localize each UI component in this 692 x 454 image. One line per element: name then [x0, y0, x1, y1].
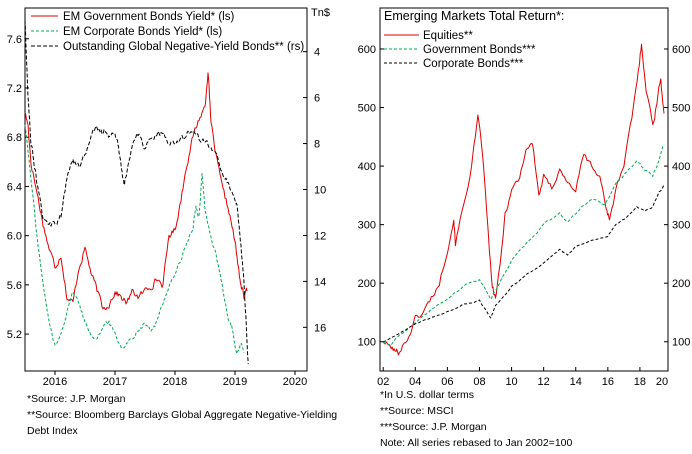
left-series-line-1 [24, 124, 245, 355]
left-y2-tick-label: 4 [314, 47, 320, 59]
right-y-tick-label: 300 [358, 220, 376, 232]
left-plot-frame [24, 7, 308, 372]
left-y2-axis: 4 6 8 10 12 14 16 [303, 47, 326, 334]
left-y-tick-label: 6.4 [7, 181, 22, 193]
right-x-tick-label: 12 [538, 376, 550, 388]
right-series-line-0 [382, 43, 665, 356]
right-series-line-2 [383, 185, 665, 343]
right-y-tick-label: 200 [358, 278, 376, 290]
left-series-line-2 [24, 19, 249, 365]
left-y-tick-label: 5.6 [7, 280, 22, 292]
right-y2-tick-label: 500 [672, 103, 690, 115]
right-y-axis: 100 100 200 200 300 300 400 400 500 500 600 600 [358, 44, 691, 349]
left-x-tick-label: 2018 [163, 376, 187, 388]
right-y-tick-label: 500 [358, 103, 376, 115]
right-x-tick-label: 06 [441, 376, 453, 388]
left-y-axis: 5.2 5.6 6.0 6.4 6.8 7.2 7.6 [7, 34, 29, 341]
left-note-source-bloomberg: **Source: Bloomberg Barclays Global Aggr… [27, 409, 338, 421]
legend-label-corporate-bonds: Corporate Bonds*** [423, 58, 524, 70]
left-note-source-jpmorgan: *Source: J.P. Morgan [27, 393, 126, 405]
right-x-tick-label: 04 [409, 376, 421, 388]
left-y2-unit-label: Tn$ [311, 7, 330, 19]
legend-label-government-bonds: Government Bonds*** [423, 44, 536, 56]
right-y-tick-label: 600 [358, 44, 376, 56]
right-series-lines [382, 43, 665, 356]
left-x-tick-label: 2020 [283, 376, 307, 388]
legend-label-negative-yield: Outstanding Global Negative-Yield Bonds*… [63, 41, 304, 53]
left-y2-tick-label: 8 [314, 139, 320, 151]
right-x-tick-label: 08 [473, 376, 485, 388]
left-x-axis: 2016 2017 2018 2019 2020 [43, 371, 307, 388]
left-series-line-0 [24, 72, 248, 311]
right-note-source-jpmorgan: ***Source: J.P. Morgan [380, 421, 487, 433]
right-chart-title: Emerging Markets Total Return*: [384, 9, 564, 23]
left-y-tick-label: 7.2 [7, 83, 22, 95]
left-y-tick-label: 6.0 [7, 231, 22, 243]
right-x-tick-label: 16 [602, 376, 614, 388]
right-y2-tick-label: 600 [672, 44, 690, 56]
left-y2-tick-label: 16 [314, 322, 326, 334]
left-y2-tick-label: 6 [314, 93, 320, 105]
left-chart: Tn$ 5.2 5.6 6.0 6.4 6.8 7.2 7.6 4 6 8 10 12 14 16 20… [7, 7, 330, 388]
right-y-tick-label: 400 [358, 161, 376, 173]
right-x-tick-label: 10 [505, 376, 517, 388]
left-y2-tick-label: 12 [314, 230, 326, 242]
right-x-tick-label: 02 [377, 376, 389, 388]
right-y2-tick-label: 300 [672, 220, 690, 232]
right-note-source-msci: **Source: MSCI [380, 405, 454, 417]
right-y2-tick-label: 100 [672, 337, 690, 349]
right-note-usd: *In U.S. dollar terms [380, 389, 474, 401]
left-y-tick-label: 7.6 [7, 34, 22, 46]
left-y2-tick-label: 14 [314, 276, 326, 288]
right-legend: Equities** Government Bonds*** Corporate… [384, 30, 536, 70]
right-x-axis: 02 04 06 08 10 12 14 16 18 20 [377, 367, 668, 388]
right-note-rebased: Note: All series rebased to Jan 2002=100 [380, 437, 573, 449]
right-series-line-1 [382, 144, 665, 347]
left-y2-tick-label: 10 [314, 185, 326, 197]
legend-label-equities: Equities** [423, 30, 473, 42]
left-x-tick-label: 2017 [103, 376, 127, 388]
right-y-tick-label: 100 [358, 337, 376, 349]
left-legend: EM Government Bonds Yield* (ls) EM Corpo… [31, 11, 304, 53]
legend-label-gov-yield: EM Government Bonds Yield* (ls) [63, 11, 234, 23]
right-y2-tick-label: 400 [672, 161, 690, 173]
left-x-tick-label: 2019 [223, 376, 247, 388]
right-y2-tick-label: 200 [672, 278, 690, 290]
legend-label-corp-yield: EM Corporate Bonds Yield* (ls) [63, 26, 222, 38]
right-x-tick-label: 14 [570, 376, 582, 388]
left-y-tick-label: 6.8 [7, 132, 22, 144]
right-plot-frame [379, 7, 669, 372]
right-x-tick-label: 20 [656, 376, 668, 388]
left-x-tick-label: 2016 [43, 376, 67, 388]
left-series-lines [24, 19, 249, 365]
left-y-tick-label: 5.2 [7, 329, 22, 341]
left-note-index-name: Debt Index [27, 425, 78, 437]
right-x-tick-label: 18 [634, 376, 646, 388]
